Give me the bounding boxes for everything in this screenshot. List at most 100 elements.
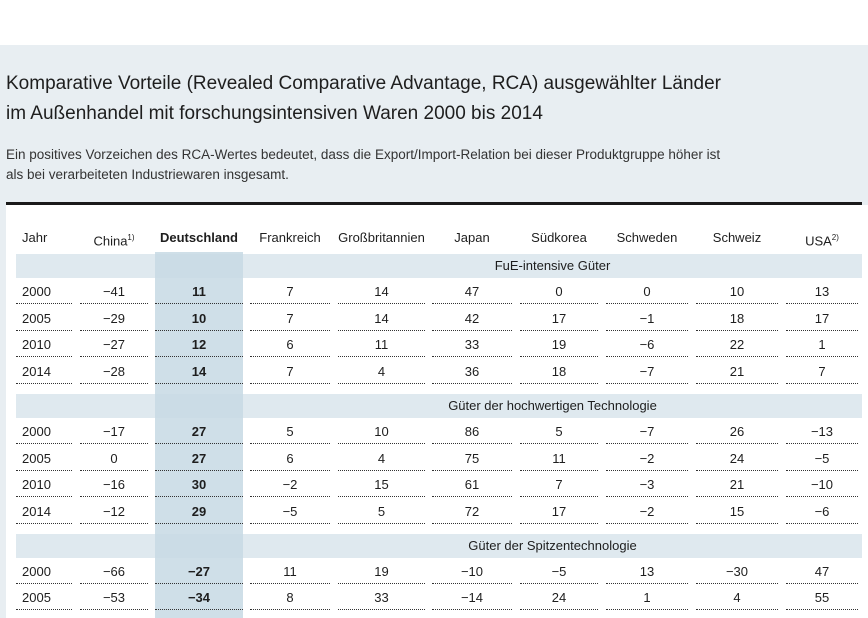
row-divider <box>786 442 858 444</box>
year-cell: 2014 <box>22 364 51 380</box>
row-divider <box>696 329 778 331</box>
year-cell: 2005 <box>22 590 51 606</box>
row-divider <box>520 303 598 304</box>
cell: 13 <box>814 284 830 299</box>
subtitle: Ein positives Vorzeichen des RCA-Wertes … <box>6 147 721 162</box>
row-divider <box>80 442 148 444</box>
cell: 86 <box>464 423 480 439</box>
cell: 36 <box>464 364 480 380</box>
cell: 5 <box>377 503 386 519</box>
cell: 17 <box>551 503 567 519</box>
cell: 4 <box>733 590 741 606</box>
row-divider <box>155 582 243 584</box>
column-header-text: USA <box>805 233 832 249</box>
column-header: USA2) <box>786 229 858 249</box>
row-divider <box>606 356 688 358</box>
cell: 21 <box>729 477 745 493</box>
cell: −10 <box>810 477 834 493</box>
cell: 19 <box>551 337 567 353</box>
row-divider <box>338 356 425 358</box>
cell: −29 <box>102 310 126 326</box>
cell: −6 <box>639 337 655 353</box>
row-divider <box>155 442 243 444</box>
subtitle: als bei verarbeiteten Industriewaren ins… <box>6 167 289 182</box>
cell: 55 <box>814 590 830 606</box>
cell: 61 <box>464 477 480 493</box>
row-divider <box>606 582 688 584</box>
row-divider <box>250 442 330 444</box>
row-divider <box>432 496 512 498</box>
row-divider <box>432 329 512 331</box>
cell: 18 <box>729 310 745 326</box>
row-divider <box>606 303 688 304</box>
row-divider <box>16 383 72 385</box>
highlight-column <box>155 533 243 558</box>
row-divider <box>80 383 148 385</box>
cell: −34 <box>187 590 211 606</box>
cell: 10 <box>191 310 207 326</box>
row-divider <box>250 329 330 331</box>
cell: 7 <box>286 284 294 299</box>
cell: 26 <box>729 423 745 439</box>
cell: −12 <box>102 503 126 519</box>
row-divider <box>786 582 858 584</box>
cell: −3 <box>639 477 655 493</box>
cell: 0 <box>110 450 118 466</box>
row-divider <box>786 303 858 304</box>
row-divider <box>606 383 688 385</box>
row-divider <box>250 469 330 471</box>
footnote-mark: 2) <box>831 233 839 242</box>
cell: 7 <box>818 364 826 380</box>
row-divider <box>520 522 598 524</box>
cell: 47 <box>464 284 480 299</box>
row-divider <box>520 609 598 611</box>
cell: 11 <box>283 563 297 579</box>
row-divider <box>338 469 425 471</box>
column-header: Großbritannien <box>338 229 425 247</box>
row-divider <box>80 329 148 331</box>
cell: −16 <box>102 477 126 493</box>
cell: −2 <box>282 477 298 493</box>
cell: 10 <box>729 284 745 299</box>
row-divider <box>786 469 858 471</box>
row-divider <box>520 442 598 444</box>
row-divider <box>16 496 72 498</box>
cell: 0 <box>555 284 563 299</box>
column-header-text: Schweden <box>616 230 678 245</box>
row-divider <box>155 303 243 304</box>
row-divider <box>786 522 858 524</box>
cell: −53 <box>102 590 126 606</box>
row-divider <box>155 496 243 498</box>
cell: 30 <box>191 477 207 493</box>
row-divider <box>16 582 72 584</box>
cell: 42 <box>464 310 480 326</box>
row-divider <box>786 383 858 385</box>
highlight-column <box>155 393 243 418</box>
row-divider <box>16 329 72 331</box>
column-header: Japan <box>432 229 512 247</box>
highlight-column <box>155 254 243 278</box>
cell: 7 <box>555 477 563 493</box>
cell: −1 <box>639 310 655 326</box>
column-header-text: Jahr <box>22 230 48 245</box>
cell: 17 <box>551 310 567 326</box>
row-divider <box>338 383 425 385</box>
cell: 7 <box>286 364 294 380</box>
row-divider <box>696 496 778 498</box>
row-divider <box>16 442 72 444</box>
cell: 72 <box>464 503 480 519</box>
cell: 0 <box>643 284 651 299</box>
cell: 14 <box>191 364 207 380</box>
cell: 24 <box>729 450 745 466</box>
row-divider <box>606 329 688 331</box>
cell: 13 <box>639 563 655 579</box>
year-cell: 2005 <box>22 450 51 466</box>
title: im Außenhandel mit forschungsintensiven … <box>6 103 543 124</box>
column-header-text: Südkorea <box>531 230 587 245</box>
cell: 5 <box>286 423 294 439</box>
cell: −7 <box>639 364 655 380</box>
row-divider <box>250 582 330 584</box>
row-divider <box>432 609 512 611</box>
row-divider <box>250 609 330 611</box>
row-divider <box>250 496 330 498</box>
